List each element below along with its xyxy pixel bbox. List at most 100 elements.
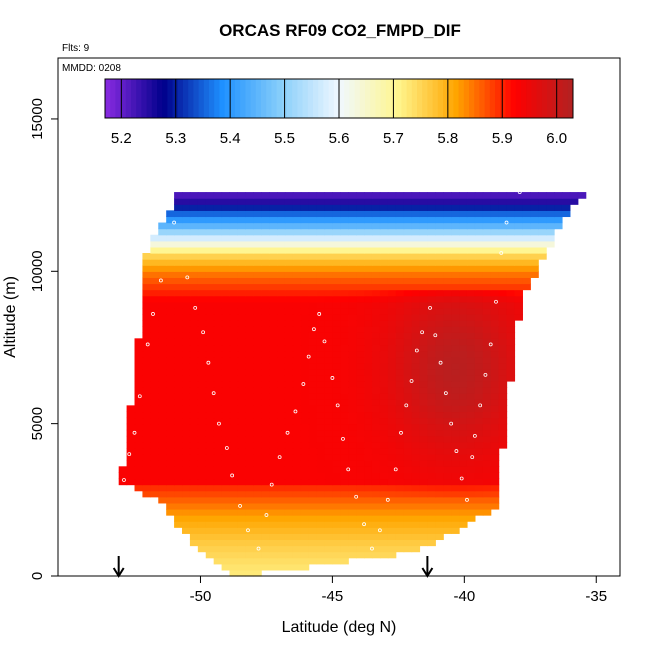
heatmap-cell xyxy=(490,192,500,199)
heatmap-cell xyxy=(443,466,452,473)
heatmap-cell xyxy=(118,466,128,473)
heatmap-cell xyxy=(229,435,239,443)
heatmap-cell xyxy=(126,429,136,437)
heatmap-cell xyxy=(371,265,381,272)
heatmap-cell xyxy=(348,332,357,339)
heatmap-cell xyxy=(340,344,349,352)
heatmap-cell xyxy=(316,527,326,534)
heatmap-cell xyxy=(182,283,191,291)
heatmap-cell xyxy=(340,338,349,346)
heatmap-cell xyxy=(284,380,294,388)
observation-point xyxy=(317,312,322,316)
heatmap-cell xyxy=(506,326,516,333)
heatmap-cell xyxy=(387,411,397,419)
heatmap-cell xyxy=(269,484,278,492)
heatmap-cell xyxy=(371,216,381,224)
heatmap-cell xyxy=(324,295,334,303)
heatmap-cell xyxy=(150,484,159,492)
heatmap-cell xyxy=(277,295,286,303)
heatmap-cell xyxy=(182,198,191,205)
heatmap-cell xyxy=(269,246,278,254)
heatmap-cell xyxy=(316,533,326,541)
heatmap-cell xyxy=(451,368,460,376)
heatmap-cell xyxy=(498,411,508,419)
heatmap-cell xyxy=(277,490,286,498)
heatmap-cell xyxy=(261,387,270,394)
colorbar-segment xyxy=(193,79,200,118)
colorbar-segment xyxy=(359,79,366,118)
heatmap-cell xyxy=(166,265,175,272)
heatmap-cell xyxy=(466,320,476,327)
heatmap-cell xyxy=(158,466,167,473)
observation-point xyxy=(193,305,198,310)
heatmap-cell xyxy=(134,380,144,388)
colorbar-segment xyxy=(380,79,387,118)
heatmap-cell xyxy=(300,423,310,431)
heatmap-cell xyxy=(443,271,452,278)
heatmap-cell xyxy=(189,313,199,321)
heatmap-cell xyxy=(300,362,310,370)
heatmap-cell xyxy=(356,472,365,480)
heatmap-cell xyxy=(403,393,413,400)
heatmap-cell xyxy=(197,295,207,303)
heatmap-cell xyxy=(459,301,468,309)
heatmap-cell xyxy=(300,405,310,413)
heatmap-cell xyxy=(498,222,508,230)
heatmap-cell xyxy=(284,484,294,492)
heatmap-cell xyxy=(245,484,254,492)
heatmap-cell xyxy=(411,454,421,461)
heatmap-cell xyxy=(348,240,357,248)
heatmap-cell xyxy=(205,295,215,303)
heatmap-cell xyxy=(166,380,175,388)
heatmap-cell xyxy=(419,387,428,394)
heatmap-cell xyxy=(221,210,231,218)
heatmap-cell xyxy=(379,271,389,278)
heatmap-cell xyxy=(387,435,397,443)
heatmap-cell xyxy=(189,283,199,291)
heatmap-cell xyxy=(348,435,357,443)
heatmap-cell xyxy=(197,411,207,419)
heatmap-cell xyxy=(435,405,444,413)
heatmap-cell xyxy=(213,393,223,400)
heatmap-cell xyxy=(277,204,286,211)
heatmap-cell xyxy=(269,253,278,260)
heatmap-cell xyxy=(332,539,341,547)
heatmap-cell xyxy=(261,356,270,364)
heatmap-cell xyxy=(332,521,341,528)
heatmap-cell xyxy=(466,192,476,199)
heatmap-cell xyxy=(324,502,334,510)
heatmap-cell xyxy=(419,539,428,547)
heatmap-cell xyxy=(237,313,246,321)
heatmap-cell xyxy=(158,313,167,321)
heatmap-cell xyxy=(253,393,262,400)
heatmap-cell xyxy=(261,344,270,352)
chart-title: ORCAS RF09 CO2_FMPD_DIF xyxy=(219,21,461,40)
heatmap-cell xyxy=(522,271,531,278)
heatmap-cell xyxy=(261,405,270,413)
heatmap-cell xyxy=(435,246,444,254)
heatmap-cell xyxy=(150,246,159,254)
heatmap-cell xyxy=(229,320,239,327)
heatmap-cell xyxy=(371,320,381,327)
x-tick-label: -40 xyxy=(453,588,475,605)
heatmap-cell xyxy=(316,259,326,266)
heatmap-cell xyxy=(356,320,365,327)
heatmap-cell xyxy=(229,210,239,218)
heatmap-cell xyxy=(150,399,159,406)
heatmap-cell xyxy=(237,246,246,254)
heatmap-cell xyxy=(411,380,421,388)
heatmap-cell xyxy=(269,429,278,437)
heatmap-cell xyxy=(387,210,397,218)
heatmap-cell xyxy=(546,210,555,218)
heatmap-cell xyxy=(427,344,436,352)
heatmap-cell xyxy=(490,338,500,346)
heatmap-cell xyxy=(474,271,484,278)
heatmap-cell xyxy=(459,374,468,382)
heatmap-cell xyxy=(324,380,334,388)
heatmap-cell xyxy=(435,259,444,266)
heatmap-cell xyxy=(166,271,175,278)
colorbar-segment xyxy=(120,79,127,118)
heatmap-cell xyxy=(498,234,508,242)
heatmap-cell xyxy=(482,423,492,431)
heatmap-cell xyxy=(174,204,183,211)
